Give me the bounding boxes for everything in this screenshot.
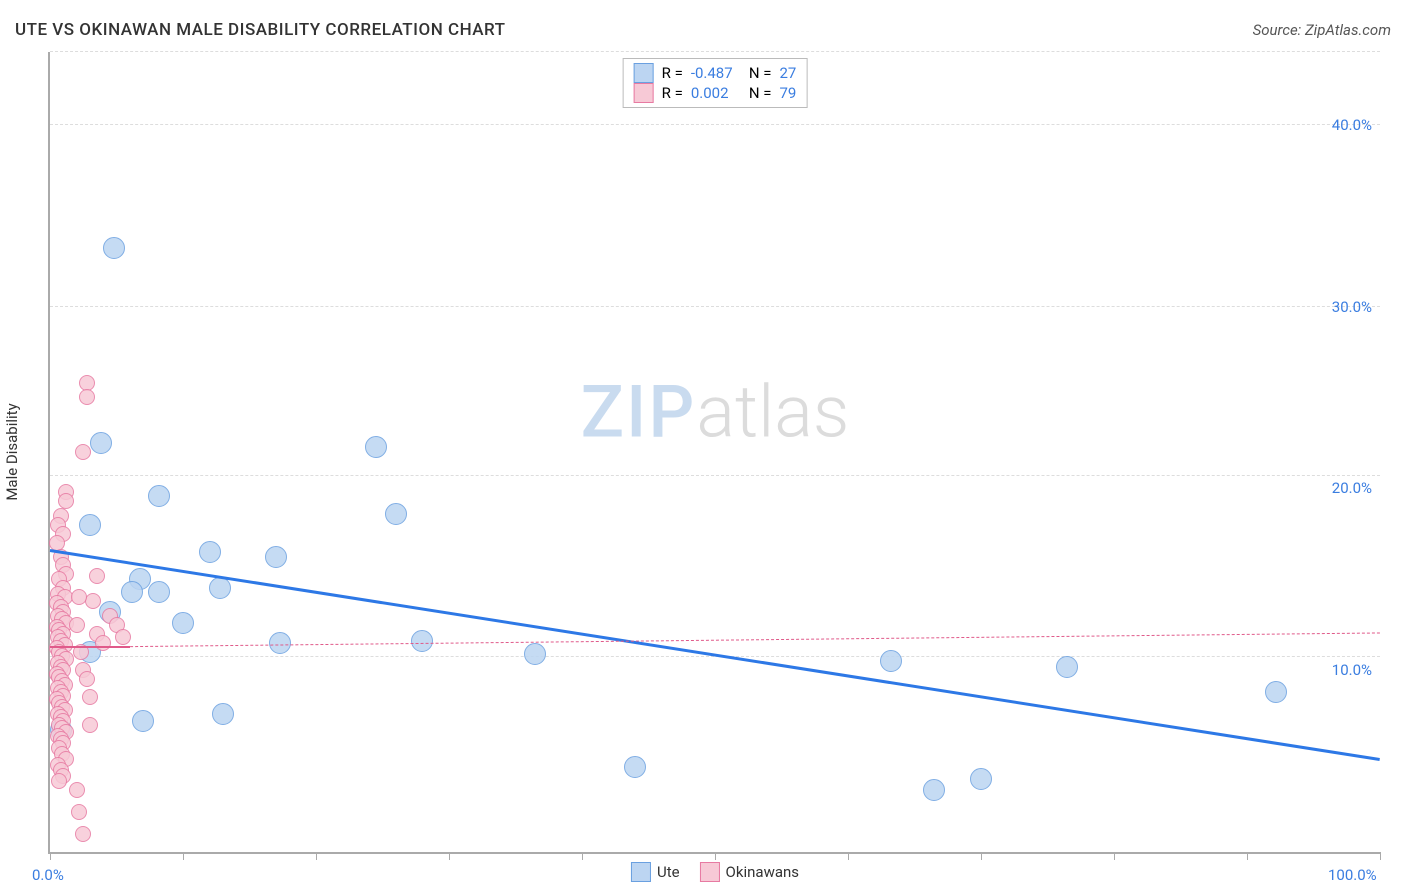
series-legend-item: Ute [631, 862, 680, 882]
y-tick-label: 40.0% [1332, 116, 1372, 134]
ute-point [524, 643, 546, 665]
ute-point [199, 541, 221, 563]
n-value: 27 [779, 64, 796, 82]
oki-point [69, 782, 85, 798]
x-tick [316, 852, 317, 860]
ute-point [385, 503, 407, 525]
x-tick [981, 852, 982, 860]
watermark-atlas: atlas [696, 370, 849, 455]
ute-point [121, 581, 143, 603]
oki-point [71, 804, 87, 820]
x-tick-label: 0.0% [32, 866, 64, 884]
chart-container: UTE VS OKINAWAN MALE DISABILITY CORRELAT… [0, 0, 1406, 892]
series-label: Okinawans [726, 863, 799, 881]
x-tick [1380, 852, 1381, 860]
r-label: R = [662, 84, 683, 102]
stats-legend-row: R = 0.002 N = 79 [634, 83, 797, 103]
ute-point [624, 756, 646, 778]
ute-point [265, 546, 287, 568]
x-tick [1114, 852, 1115, 860]
gridline [50, 306, 1380, 307]
n-value: 79 [779, 84, 796, 102]
n-label: N = [749, 84, 772, 102]
ute-point [79, 514, 101, 536]
ute-point [880, 650, 902, 672]
n-label: N = [749, 64, 772, 82]
x-tick [715, 852, 716, 860]
gridline [50, 475, 1380, 476]
ute-point [365, 436, 387, 458]
source-label: Source: ZipAtlas.com [1253, 21, 1391, 39]
oki-point [51, 773, 67, 789]
oki-point [69, 617, 85, 633]
chart-title: UTE VS OKINAWAN MALE DISABILITY CORRELAT… [15, 20, 506, 40]
x-tick [1247, 852, 1248, 860]
legend-swatch [700, 862, 720, 882]
ute-point [148, 581, 170, 603]
r-value: -0.487 [691, 64, 741, 82]
oki-trend-line [50, 633, 1380, 649]
ute-point [923, 779, 945, 801]
oki-point [82, 689, 98, 705]
series-label: Ute [657, 863, 680, 881]
oki-trend-line [50, 646, 130, 648]
ute-point [90, 432, 112, 454]
ute-point [132, 710, 154, 732]
oki-point [75, 826, 91, 842]
oki-point [71, 589, 87, 605]
x-tick [183, 852, 184, 860]
plot-area: ZIPatlas Male Disability 10.0%20.0%30.0%… [48, 52, 1380, 854]
watermark-zip: ZIP [581, 370, 697, 455]
y-axis-label: Male Disability [3, 403, 21, 500]
ute-trend-line [50, 549, 1380, 761]
oki-point [115, 629, 131, 645]
oki-point [75, 444, 91, 460]
ute-point [148, 485, 170, 507]
watermark: ZIPatlas [581, 370, 850, 455]
oki-point [89, 568, 105, 584]
legend-swatch [634, 63, 654, 83]
ute-point [269, 632, 291, 654]
x-tick [50, 852, 51, 860]
gridline [50, 51, 1380, 52]
ute-point [172, 612, 194, 634]
oki-point [95, 635, 111, 651]
x-tick [449, 852, 450, 860]
legend-swatch [631, 862, 651, 882]
stats-legend-row: R = -0.487 N = 27 [634, 63, 797, 83]
ute-point [209, 577, 231, 599]
x-tick [582, 852, 583, 860]
stats-legend: R = -0.487 N = 27 R = 0.002 N = 79 [623, 58, 808, 108]
y-tick-label: 10.0% [1332, 661, 1372, 679]
ute-point [970, 768, 992, 790]
r-label: R = [662, 64, 683, 82]
ute-point [1056, 656, 1078, 678]
r-value: 0.002 [691, 84, 741, 102]
oki-point [82, 717, 98, 733]
ute-point [1265, 681, 1287, 703]
x-tick-label: 100.0% [1328, 866, 1377, 884]
oki-point [79, 671, 95, 687]
y-tick-label: 30.0% [1332, 298, 1372, 316]
series-legend: Ute Okinawans [631, 862, 799, 882]
x-tick [848, 852, 849, 860]
gridline [50, 124, 1380, 125]
ute-point [212, 703, 234, 725]
ute-point [411, 630, 433, 652]
oki-point [79, 389, 95, 405]
series-legend-item: Okinawans [700, 862, 799, 882]
legend-swatch [634, 83, 654, 103]
ute-point [103, 237, 125, 259]
y-tick-label: 20.0% [1332, 479, 1372, 497]
